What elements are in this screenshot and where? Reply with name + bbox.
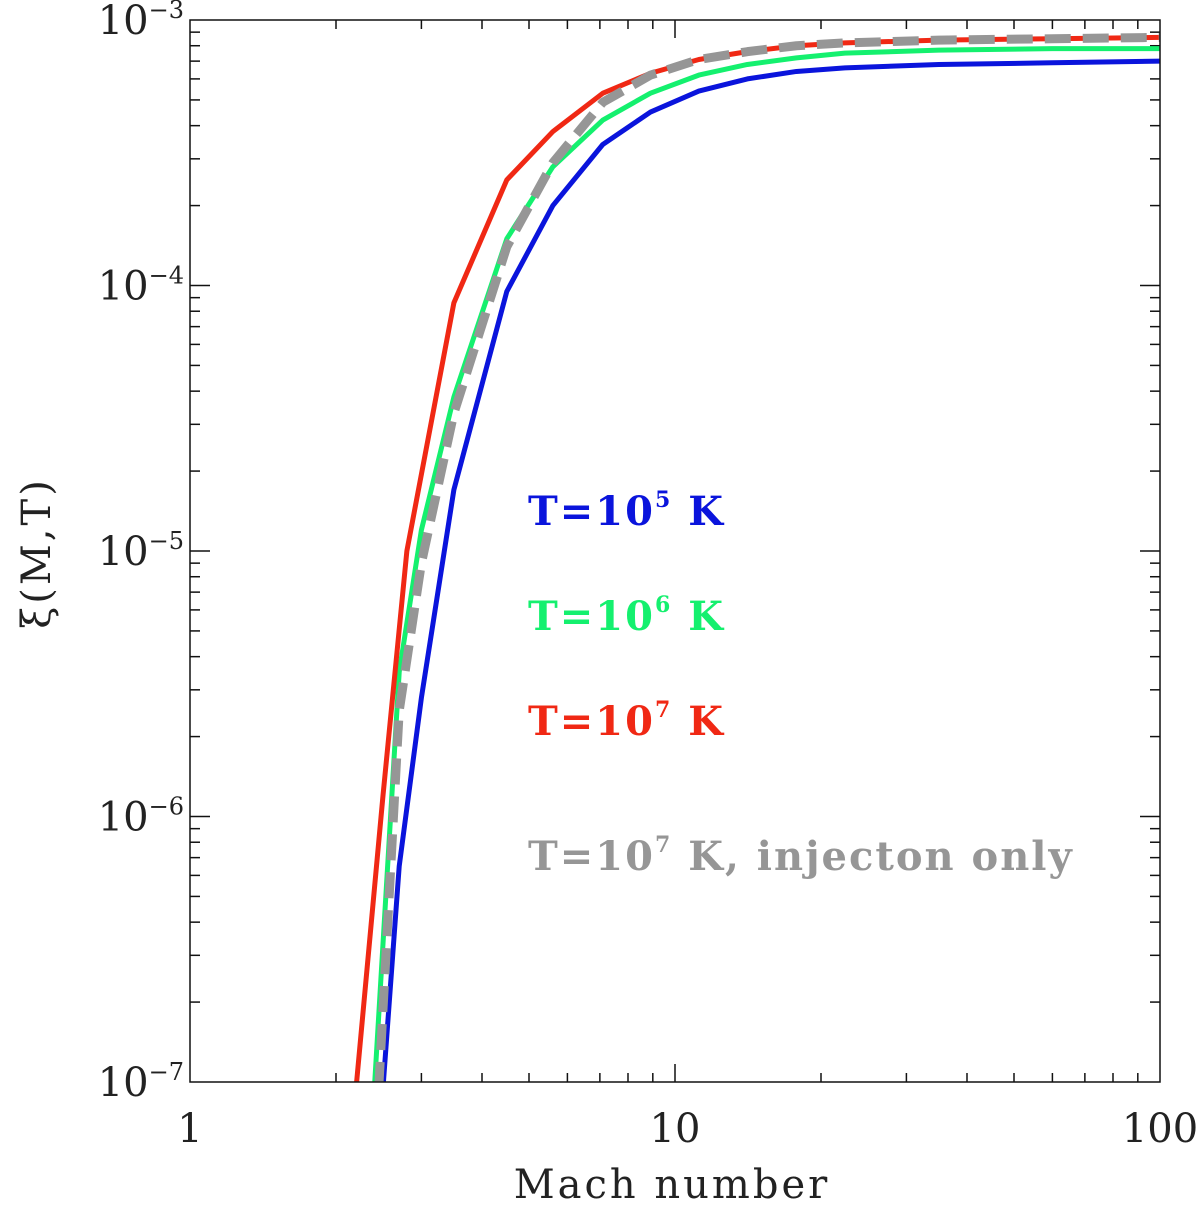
- series-line-2: [372, 46, 1160, 1082]
- y-tick-label: 10−7: [98, 1058, 184, 1106]
- plot-frame: [189, 19, 1161, 1083]
- y-tick-label: 10−6: [98, 793, 184, 841]
- series-lines: [354, 32, 1160, 1082]
- legend-label-3: T=107 K: [528, 697, 725, 745]
- x-tick-label: 10: [650, 1106, 701, 1152]
- series-line-4: [374, 32, 1160, 1082]
- y-axis-title: ξ(M,T): [14, 477, 60, 629]
- legend: T=105 K T=106 K T=107 K T=107 K, injecton o…: [528, 487, 1074, 880]
- series-line-1: [380, 58, 1160, 1082]
- y-tick-label: 10−4: [98, 262, 184, 310]
- x-tick-label: 1: [177, 1106, 202, 1152]
- axis-ticks: [190, 20, 1160, 1082]
- tick-labels: 1 10 100 10−7 10−6 10−5 10−4 10−3: [98, 0, 1198, 1152]
- y-tick-label: 10−5: [98, 527, 184, 575]
- x-axis-title: Mach number: [514, 1162, 831, 1206]
- legend-label-2: T=106 K: [528, 592, 725, 640]
- x-tick-label: 100: [1122, 1106, 1198, 1152]
- legend-label-4: T=107 K, injecton only: [528, 832, 1074, 880]
- y-tick-label: 10−3: [98, 0, 184, 44]
- legend-label-1: T=105 K: [528, 487, 725, 535]
- series-line-3: [354, 34, 1160, 1082]
